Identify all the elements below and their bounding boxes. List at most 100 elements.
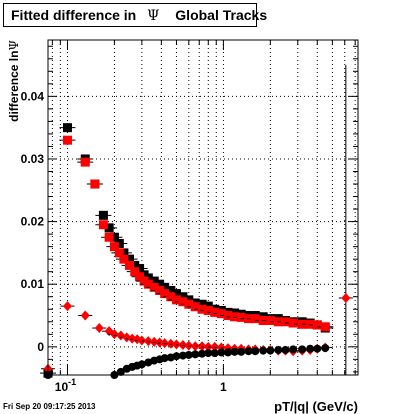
data-point [178,339,188,350]
data-point [114,239,124,249]
data-point [143,336,153,347]
data-point [210,349,219,358]
data-point [198,349,207,358]
data-point [204,349,213,358]
chart-title-suffix: Global Tracks [175,7,268,23]
data-point [210,341,220,352]
data-point [237,347,246,356]
data-point [155,285,165,295]
data-point [236,312,246,322]
data-point [143,279,153,289]
data-point [288,318,298,328]
data-point [62,123,72,133]
data-point [160,282,170,292]
data-point [125,260,135,270]
data-point [160,354,169,363]
y-axis-label: difference lnΨ [7,40,21,122]
data-point [119,254,129,264]
y-axis-label-text: difference ln [7,51,21,122]
data-point [62,135,72,145]
data-point [280,317,290,327]
data-point [171,339,181,350]
data-point [114,248,124,258]
data-point [149,276,159,286]
data-point [160,289,170,299]
y-tick-label: 0.01 [21,277,45,291]
data-point [197,304,207,314]
data-point [289,345,298,354]
data-point [197,299,207,309]
y-tick-label: 0.03 [21,152,45,166]
data-point [62,301,72,312]
data-point [171,289,181,299]
psi-symbol: Ψ [147,8,160,24]
data-point [104,232,114,242]
x-axis-label: pT/|q| (GeV/c) [274,399,358,414]
data-point [172,352,181,361]
data-point [216,309,226,319]
data-markers [40,123,353,379]
data-point [341,292,351,303]
data-point [155,279,165,289]
data-point [223,348,232,357]
data-point [223,311,233,321]
data-point [135,264,145,274]
data-point [251,347,260,356]
data-point [306,344,315,353]
y-tick-label: 0 [37,340,44,354]
data-point [178,292,188,302]
data-point [178,351,187,360]
y-axis-label-psi: Ψ [7,40,21,51]
data-point [321,344,330,353]
data-point [217,348,226,357]
data-point [203,306,213,316]
data-point [266,346,275,355]
chart-title: Fitted difference in Ψ Global Tracks [3,3,267,27]
chart-title-text: Fitted difference in [11,7,137,23]
data-point [80,157,90,167]
data-point [191,350,200,359]
data-point [265,316,275,326]
data-point [166,285,176,295]
x-tick-label: 1 [220,380,227,394]
data-point [281,345,290,354]
data-point [122,332,132,343]
data-point [274,345,283,354]
data-point [104,223,114,233]
x-tick-label-exponent: -1 [68,377,76,387]
y-tick-label: 0.04 [21,89,45,103]
data-point [313,344,322,353]
data-point [312,320,322,330]
data-point [178,297,188,307]
data-point [109,329,119,340]
data-point [298,345,307,354]
data-point [98,210,108,220]
data-point [305,319,315,329]
data-point [166,292,176,302]
data-point [250,314,260,324]
data-point [149,282,159,292]
data-point [184,299,194,309]
data-point [130,267,140,277]
timestamp: Fri Sep 20 09:17:25 2013 [3,402,96,411]
data-point [149,336,159,347]
data-point [210,307,220,317]
data-point [160,338,170,349]
y-tick-label: 0.02 [21,215,45,229]
data-point [184,340,194,351]
data-point [116,367,125,376]
data-point [184,350,193,359]
data-point [94,323,104,334]
data-point [230,347,239,356]
data-point [90,179,100,189]
data-point [137,335,147,346]
data-point [98,220,108,230]
plot-frame [47,39,359,376]
data-point [137,360,146,369]
data-point [244,347,253,356]
data-point [109,242,119,252]
data-point [135,272,145,282]
data-point [197,341,207,352]
data-point [259,346,268,355]
